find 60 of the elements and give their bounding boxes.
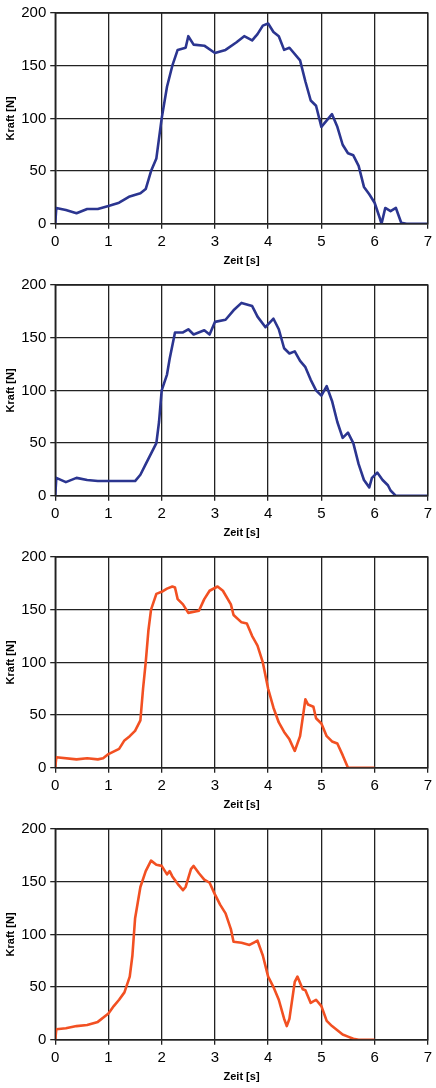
y-tick-label: 100 [21,380,47,398]
y-axis-title: Kraft [N] [3,368,16,413]
x-tick-label: 0 [51,503,60,521]
x-tick-label: 7 [423,231,432,249]
x-tick-label: 0 [51,231,60,249]
x-tick-label: 3 [210,775,220,793]
x-axis-title: Zeit [s] [223,254,260,267]
x-tick-label: 7 [423,775,432,793]
x-tick-label: 4 [263,503,273,521]
x-tick-label: 6 [370,1047,379,1065]
x-tick-label: 3 [210,503,220,521]
x-tick-label: 1 [104,1047,113,1065]
x-tick-label: 0 [51,1047,60,1065]
y-tick-label: 0 [37,213,47,231]
x-tick-label: 2 [157,503,166,521]
y-tick-label: 50 [29,433,47,451]
x-tick-label: 4 [263,231,273,249]
x-tick-label: 2 [157,1047,166,1065]
y-axis-title: Kraft [N] [3,640,16,685]
y-tick-label: 200 [21,275,47,293]
x-tick-label: 0 [51,775,60,793]
x-axis-title: Zeit [s] [223,798,260,811]
y-tick-label: 150 [21,599,47,617]
y-tick-label: 150 [21,871,47,889]
x-tick-label: 5 [317,775,326,793]
y-tick-label: 50 [29,977,47,995]
x-tick-label: 2 [157,775,166,793]
y-tick-label: 200 [21,3,47,21]
y-tick-label: 200 [21,819,47,837]
x-axis-title: Zeit [s] [223,1070,260,1083]
x-tick-label: 1 [104,231,113,249]
x-tick-label: 7 [423,503,432,521]
x-tick-label: 5 [317,503,326,521]
y-tick-label: 100 [21,108,47,126]
x-tick-label: 3 [210,1047,220,1065]
x-axis-title: Zeit [s] [223,526,260,539]
y-tick-label: 0 [37,1029,47,1047]
y-tick-label: 150 [21,327,47,345]
y-tick-label: 0 [37,757,47,775]
x-tick-label: 6 [370,231,379,249]
x-tick-label: 6 [370,775,379,793]
x-tick-label: 1 [104,503,113,521]
y-tick-label: 150 [21,55,47,73]
y-tick-label: 50 [29,705,47,723]
y-tick-label: 0 [37,485,47,503]
y-tick-label: 100 [21,652,47,670]
y-axis-title: Kraft [N] [3,96,16,141]
x-tick-label: 5 [317,231,326,249]
y-tick-label: 200 [21,547,47,565]
y-tick-label: 50 [29,161,47,179]
x-tick-label: 3 [210,231,220,249]
x-tick-label: 4 [263,1047,273,1065]
x-tick-label: 4 [263,775,273,793]
x-tick-label: 1 [104,775,113,793]
x-tick-label: 6 [370,503,379,521]
y-axis-title: Kraft [N] [3,912,16,957]
x-tick-label: 5 [317,1047,326,1065]
x-tick-label: 7 [423,1047,432,1065]
x-tick-label: 2 [157,231,166,249]
y-tick-label: 100 [21,924,47,942]
